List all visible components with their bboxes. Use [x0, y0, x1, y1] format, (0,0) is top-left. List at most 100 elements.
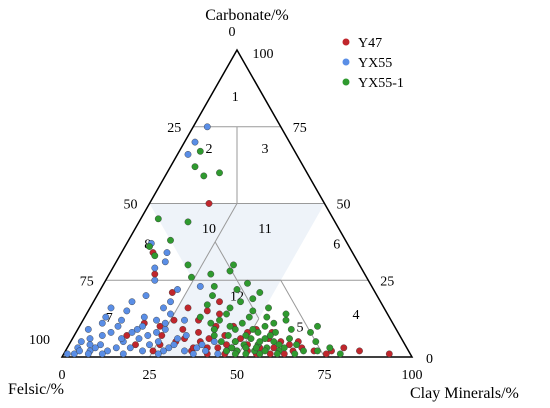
point-yx55: [126, 344, 134, 352]
point-y47: [123, 332, 131, 339]
point-yx55: [167, 310, 174, 318]
point-yx55-1: [256, 350, 264, 358]
point-yx55-1: [242, 344, 250, 352]
point-yx55: [98, 319, 106, 327]
point-yx55-1: [226, 267, 234, 275]
point-yx55-1: [209, 292, 216, 299]
tick-felsic-0: 0: [59, 368, 66, 383]
point-y47: [356, 347, 363, 355]
point-yx55-1: [224, 332, 232, 339]
region-label-4: 4: [353, 308, 360, 323]
legend-item-yx55: YX55: [342, 56, 392, 71]
point-yx55-1: [286, 335, 293, 342]
region-label-6: 6: [333, 237, 340, 252]
point-yx55: [77, 338, 85, 345]
point-yx55: [196, 282, 204, 290]
point-yx55-1: [307, 328, 314, 336]
point-y47: [158, 332, 166, 339]
point-yx55-1: [228, 344, 236, 352]
point-yx55: [144, 332, 152, 339]
point-yx55-1: [226, 322, 234, 330]
point-yx55-1: [238, 319, 246, 327]
point-y47: [216, 310, 223, 318]
legend-item-y47: Y47: [342, 36, 382, 51]
point-yx55-1: [210, 332, 218, 339]
point-yx55: [161, 325, 169, 333]
region-label-3: 3: [262, 142, 269, 157]
point-yx55-1: [252, 344, 260, 352]
point-yx55-1: [184, 218, 192, 226]
axis-title-carbonate: Carbonate/%: [205, 7, 289, 24]
point-yx55-1: [326, 344, 334, 352]
tick-felsic-100: 100: [402, 368, 423, 383]
point-yx55: [154, 338, 162, 345]
point-yx55-1: [273, 350, 281, 358]
point-yx55-1: [233, 286, 241, 293]
point-yx55: [160, 347, 167, 355]
point-yx55: [104, 347, 111, 355]
tick-apex-right-zero: 0: [426, 352, 433, 367]
point-yx55: [128, 328, 136, 336]
point-y47: [205, 335, 213, 342]
point-yx55-1: [216, 169, 223, 177]
point-yx55: [160, 304, 167, 312]
legend-label-yx55: YX55: [358, 56, 392, 71]
point-yx55-1: [314, 322, 321, 330]
boundary-line: [214, 241, 238, 281]
point-yx55: [118, 335, 125, 342]
point-yx55-1: [270, 338, 278, 345]
point-yx55: [97, 341, 104, 349]
tick-carbonate-25: 25: [167, 121, 181, 136]
point-yx55-1: [291, 350, 299, 358]
point-yx55: [161, 258, 169, 266]
point-yx55-1: [247, 335, 255, 342]
point-yx55: [167, 298, 174, 306]
region-label-7: 7: [106, 311, 113, 326]
tick-carbonate-75: 75: [80, 274, 94, 289]
point-y47: [203, 307, 211, 315]
point-yx55: [154, 350, 162, 358]
tick-felsic-25: 25: [143, 368, 157, 383]
region-label-1: 1: [232, 90, 239, 105]
point-yx55: [198, 341, 206, 349]
point-y47: [385, 350, 393, 358]
region-label-2: 2: [206, 142, 213, 157]
axis-title-clay: Clay Minerals/%: [410, 385, 519, 402]
point-yx55: [203, 123, 211, 131]
point-yx55: [128, 298, 136, 306]
point-yx55: [112, 344, 120, 352]
point-yx55-1: [203, 301, 211, 309]
point-yx55: [139, 347, 146, 355]
point-y47: [179, 325, 187, 333]
point-yx55-1: [287, 325, 295, 333]
tick-apex-top-hundred: 100: [253, 47, 274, 62]
point-yx55-1: [254, 328, 262, 336]
point-y47: [149, 347, 157, 355]
point-yx55: [123, 307, 131, 315]
point-yx55-1: [312, 338, 320, 345]
point-yx55: [119, 350, 127, 358]
point-yx55-1: [188, 273, 195, 281]
point-yx55-1: [242, 350, 250, 358]
point-y47: [151, 270, 159, 278]
point-yx55: [102, 313, 110, 321]
point-yx55-1: [216, 316, 223, 324]
data-points: [63, 123, 393, 358]
axis-title-felsic: Felsic/%: [8, 381, 64, 398]
boundary-line: [192, 241, 216, 281]
point-yx55: [118, 316, 125, 324]
point-yx55: [140, 313, 148, 321]
point-yx55: [63, 350, 71, 358]
point-yx55-1: [231, 338, 239, 345]
point-yx55: [107, 328, 115, 336]
point-yx55: [191, 138, 199, 146]
point-yx55-1: [191, 163, 199, 171]
point-yx55: [202, 347, 209, 355]
point-yx55: [146, 341, 153, 349]
point-yx55-1: [223, 310, 230, 318]
point-yx55: [181, 347, 188, 355]
point-yx55: [142, 292, 150, 299]
point-yx55: [133, 325, 141, 333]
point-yx55: [165, 344, 173, 352]
